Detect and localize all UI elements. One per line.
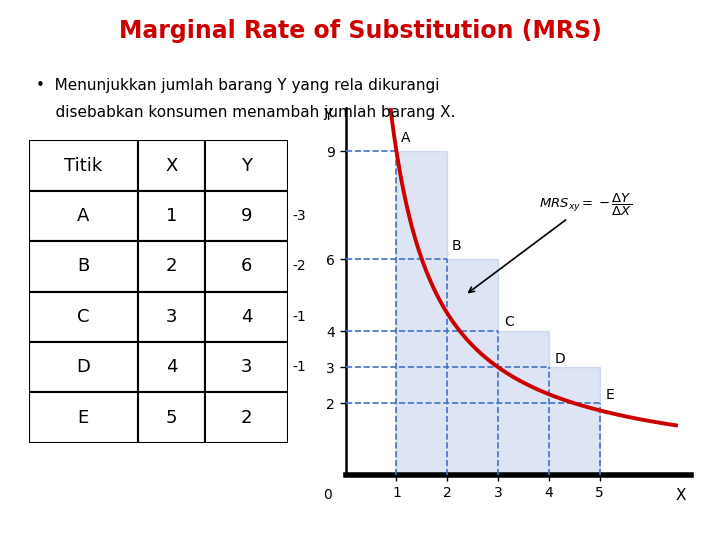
Text: E: E: [606, 388, 615, 402]
Text: disebabkan konsumen menambah jumlah barang X.: disebabkan konsumen menambah jumlah bara…: [36, 105, 456, 120]
Text: 9: 9: [240, 207, 252, 225]
Text: 0: 0: [323, 488, 332, 502]
Text: D: D: [76, 358, 90, 376]
Bar: [138, 140, 205, 191]
Text: C: C: [504, 315, 514, 329]
Text: 2: 2: [166, 258, 177, 275]
Bar: [205, 393, 288, 443]
Bar: [205, 342, 288, 393]
Bar: [29, 191, 138, 241]
Text: B: B: [77, 258, 89, 275]
Text: E: E: [78, 409, 89, 427]
Text: C: C: [77, 308, 89, 326]
Bar: [29, 393, 138, 443]
Text: 2: 2: [240, 409, 252, 427]
Text: D: D: [555, 352, 566, 366]
Bar: [205, 191, 288, 241]
Text: 6: 6: [241, 258, 252, 275]
Bar: [138, 342, 205, 393]
Bar: [138, 241, 205, 292]
Text: -2: -2: [292, 259, 305, 273]
Text: -3: -3: [292, 209, 305, 223]
Text: Marginal Rate of Substitution (MRS): Marginal Rate of Substitution (MRS): [119, 19, 601, 43]
Polygon shape: [397, 151, 600, 475]
Bar: [29, 292, 138, 342]
Text: X: X: [676, 488, 686, 503]
Text: 1: 1: [166, 207, 177, 225]
Text: Y: Y: [323, 107, 333, 123]
Text: 5: 5: [166, 409, 177, 427]
Bar: [138, 191, 205, 241]
Bar: [205, 292, 288, 342]
Text: Y: Y: [241, 157, 252, 174]
Text: •  Menunjukkan jumlah barang Y yang rela dikurangi: • Menunjukkan jumlah barang Y yang rela …: [36, 78, 439, 93]
Bar: [29, 342, 138, 393]
Bar: [205, 140, 288, 191]
Bar: [205, 241, 288, 292]
Text: -1: -1: [292, 310, 306, 324]
Bar: [138, 393, 205, 443]
Text: A: A: [400, 131, 410, 145]
Text: 3: 3: [240, 358, 252, 376]
Text: 4: 4: [166, 358, 177, 376]
Text: -1: -1: [292, 360, 306, 374]
Text: 3: 3: [166, 308, 177, 326]
Bar: [138, 292, 205, 342]
Bar: [29, 241, 138, 292]
Bar: [29, 140, 138, 191]
Text: 4: 4: [240, 308, 252, 326]
Text: A: A: [77, 207, 89, 225]
Text: B: B: [451, 239, 461, 253]
Text: X: X: [165, 157, 178, 174]
Text: $MRS_{xy}=-\dfrac{\Delta Y}{\Delta X}$: $MRS_{xy}=-\dfrac{\Delta Y}{\Delta X}$: [469, 192, 632, 293]
Text: Titik: Titik: [64, 157, 102, 174]
